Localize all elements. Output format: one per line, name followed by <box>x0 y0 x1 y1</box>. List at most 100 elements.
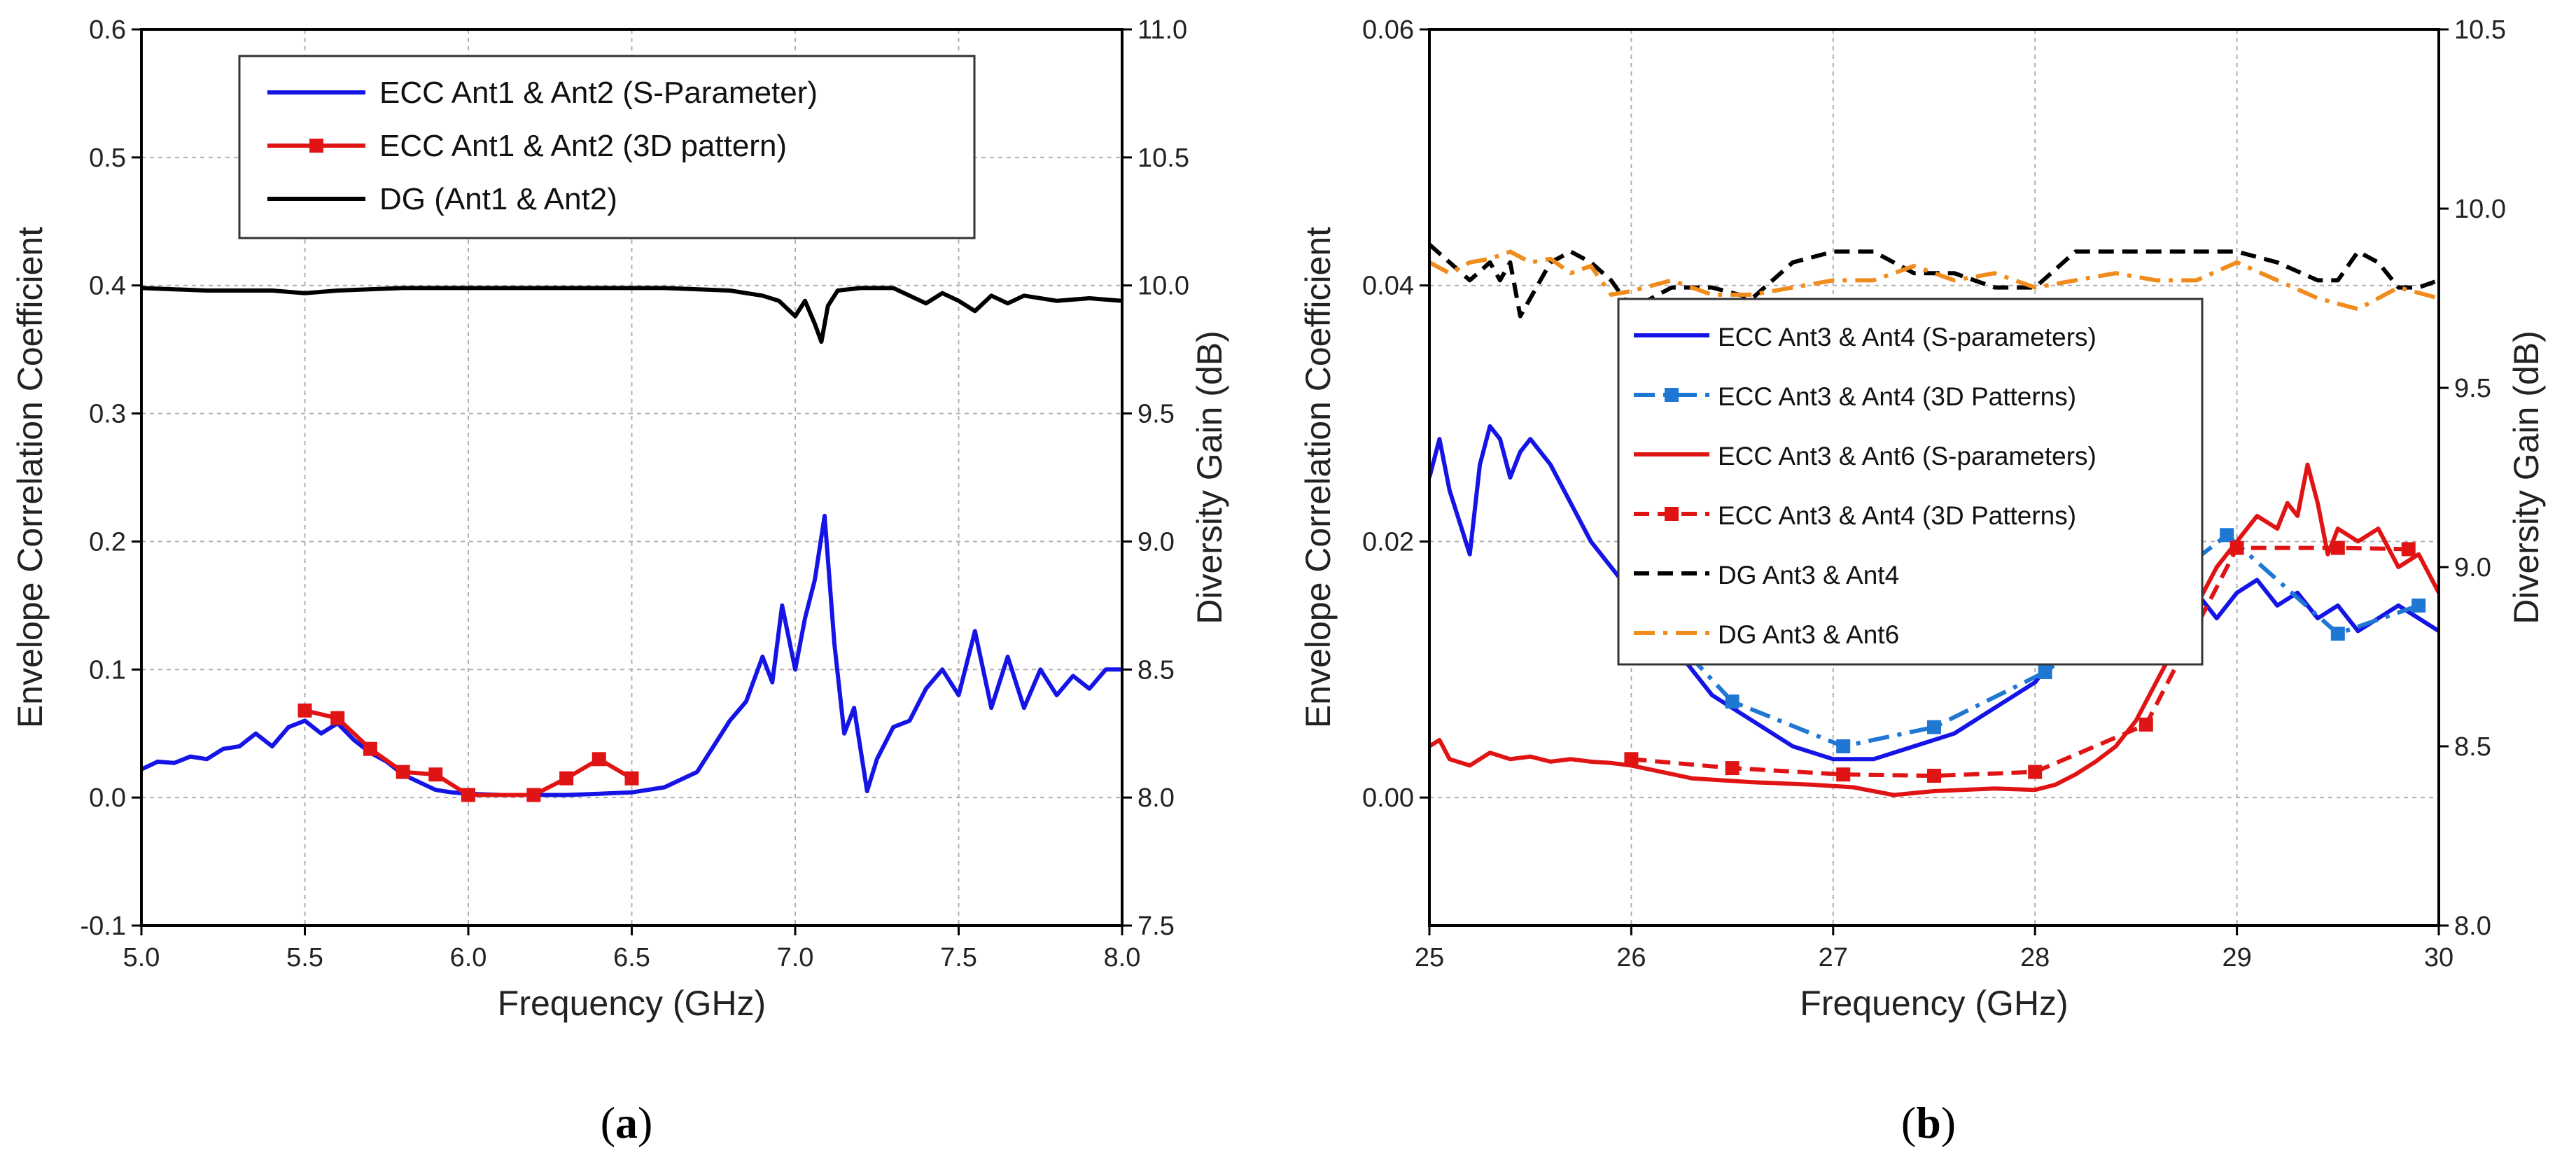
y-tick-label: 0.06 <box>1362 15 1414 45</box>
series-4-marker <box>1624 752 1639 767</box>
series-4-marker <box>1927 769 1941 783</box>
y-right-tick-label: 9.5 <box>2454 374 2491 403</box>
y-axis-label: Envelope Correlation Coefficient <box>10 227 50 728</box>
legend-label-3: DG (Ant1 & Ant2) <box>379 182 617 216</box>
caption-paren-open: ( <box>1901 1098 1916 1147</box>
series-line-2 <box>1630 533 2420 748</box>
legend-label-5: DG Ant3 & Ant4 <box>1718 561 1899 590</box>
y-tick-label: 0.6 <box>89 15 126 45</box>
series-2-marker <box>1927 720 1941 734</box>
x-tick-label: 25 <box>1415 943 1444 972</box>
y-right-tick-label: 8.5 <box>1138 655 1175 685</box>
y-right-tick-label: 8.0 <box>2454 912 2491 941</box>
y-tick-label: 0.2 <box>89 527 126 557</box>
legend-label-6: DG Ant3 & Ant6 <box>1718 620 1899 649</box>
series-4-marker <box>1836 767 1851 782</box>
series-line-3 <box>1429 462 2439 797</box>
caption-paren-close: ) <box>1941 1098 1956 1147</box>
y-right-tick-label: 9.0 <box>1138 527 1175 557</box>
y-axis-label: Envelope Correlation Coefficient <box>1298 227 1338 728</box>
y-right-tick-label: 7.5 <box>1138 912 1175 941</box>
y-right-tick-label: 11.0 <box>1138 15 1187 45</box>
y-tick-label: 0.00 <box>1362 783 1414 813</box>
series-2-marker <box>298 703 312 718</box>
y-tick-label: 0.4 <box>89 272 126 301</box>
legend-label-3: ECC Ant3 & Ant6 (S-parameters) <box>1718 442 2096 470</box>
series-2-marker <box>2412 598 2426 613</box>
x-tick-label: 5.0 <box>123 943 160 972</box>
x-tick-label: 28 <box>2020 943 2050 972</box>
series-4-marker <box>2401 542 2416 557</box>
series-group <box>141 286 1122 802</box>
caption-letter: b <box>1916 1098 1941 1147</box>
x-tick-label: 7.0 <box>777 943 814 972</box>
legend-marker-2 <box>309 139 323 153</box>
series-4-marker <box>1725 761 1740 776</box>
series-line-5 <box>1429 242 2439 319</box>
y-right-tick-label: 9.0 <box>2454 553 2491 582</box>
plot-frame <box>1428 28 2440 927</box>
caption-paren-close: ) <box>638 1098 652 1147</box>
gridlines <box>141 29 1122 926</box>
y-right-tick-label: 10.0 <box>1138 272 1189 301</box>
y-tick-label: 0.02 <box>1362 527 1414 557</box>
series-2-marker <box>592 752 606 767</box>
x-axis-label: Frequency (GHz) <box>498 984 766 1023</box>
x-tick-label: 6.0 <box>450 943 487 972</box>
x-tick-label: 27 <box>1819 943 1848 972</box>
series-4-marker <box>2330 540 2345 555</box>
series-2-marker <box>2038 664 2052 679</box>
legend: ECC Ant3 & Ant4 (S-parameters) ECC Ant3 &… <box>1617 298 2204 666</box>
x-tick-label: 7.5 <box>940 943 977 972</box>
y-tick-label: -0.1 <box>80 912 126 941</box>
panel-caption: (a) <box>601 1098 653 1147</box>
y-right-tick-label: 10.5 <box>1138 144 1189 173</box>
legend-label-2: ECC Ant3 & Ant4 (3D Patterns) <box>1718 382 2076 411</box>
x-tick-label: 5.5 <box>286 943 323 972</box>
legend: ECC Ant1 & Ant2 (S-Parameter) ECC Ant1 & … <box>238 55 976 239</box>
y-right-tick-label: 8.5 <box>2454 732 2491 762</box>
y-right-tick-label: 10.5 <box>2454 15 2506 45</box>
series-2-marker <box>2220 528 2234 543</box>
series-2-marker <box>624 771 639 786</box>
y-tick-label: 0.1 <box>89 655 126 685</box>
y-right-tick-label: 10.0 <box>2454 195 2506 224</box>
y-right-tick-label: 8.0 <box>1138 783 1175 813</box>
y-tick-label: 0.5 <box>89 144 126 173</box>
y-tick-label: 0.04 <box>1362 272 1414 301</box>
series-2-marker <box>363 741 377 756</box>
y-right-tick-label: 9.5 <box>1138 400 1175 429</box>
series-2-marker <box>396 765 410 779</box>
legend-box <box>1617 298 2204 666</box>
legend-marker-2 <box>1665 388 1679 402</box>
series-4-marker <box>2230 540 2244 555</box>
series-2-marker <box>330 711 345 725</box>
legend-label-2: ECC Ant1 & Ant2 (3D pattern) <box>379 129 787 163</box>
x-tick-label: 30 <box>2424 943 2454 972</box>
x-tick-label: 8.0 <box>1104 943 1141 972</box>
y-tick-label: 0.0 <box>89 783 126 813</box>
series-4-marker <box>2138 717 2153 732</box>
y-right-axis-label: Diversity Gain (dB) <box>2507 330 2546 625</box>
series-line-1 <box>141 513 1122 797</box>
y-right-axis-label: Diversity Gain (dB) <box>1190 330 1229 625</box>
legend-marker-4 <box>1665 507 1679 521</box>
series-2-marker <box>2330 627 2345 641</box>
series-line-3 <box>141 286 1122 344</box>
x-tick-label: 29 <box>2222 943 2251 972</box>
legend-label-1: ECC Ant3 & Ant4 (S-parameters) <box>1718 323 2096 351</box>
x-tick-label: 26 <box>1616 943 1646 972</box>
panel-caption: (b) <box>1901 1098 1956 1147</box>
caption-letter: a <box>615 1098 638 1147</box>
chart-b: 25 26 27 28 29 30 0.00 0.02 0.04 0.06 8.0 8.5 9.0 9.5… <box>1298 15 2546 1147</box>
legend-label-4: ECC Ant3 & Ant4 (3D Patterns) <box>1718 501 2076 530</box>
series-4-marker <box>2028 765 2043 779</box>
series-2-marker <box>428 767 443 782</box>
series-line-6 <box>1429 249 2439 312</box>
series-2-marker <box>526 788 541 802</box>
series-2-marker <box>559 771 574 786</box>
series-line-2 <box>304 708 634 797</box>
x-axis-label: Frequency (GHz) <box>1800 984 2068 1023</box>
series-2-marker <box>1725 695 1740 709</box>
